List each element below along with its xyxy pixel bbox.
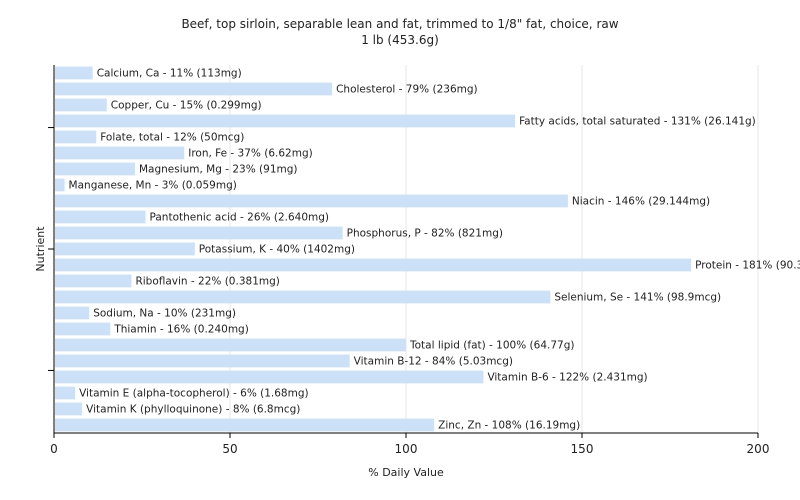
bar-label: Selenium, Se - 141% (98.9mcg) xyxy=(554,292,721,304)
bar xyxy=(55,162,135,176)
bar-label: Riboflavin - 22% (0.381mg) xyxy=(135,276,279,288)
bar xyxy=(55,418,435,432)
bar xyxy=(55,66,93,80)
bar-label: Vitamin B-12 - 84% (5.03mcg) xyxy=(354,356,513,368)
bar-label: Potassium, K - 40% (1402mg) xyxy=(199,244,355,256)
chart-subtitle: 1 lb (453.6g) xyxy=(361,33,439,47)
bar-label: Calcium, Ca - 11% (113mg) xyxy=(97,68,242,80)
bar xyxy=(55,386,76,400)
bar xyxy=(55,242,195,256)
x-tick-label: 50 xyxy=(222,442,237,456)
bar xyxy=(55,274,132,288)
x-tick-label: 150 xyxy=(571,442,594,456)
bar-label: Copper, Cu - 15% (0.299mg) xyxy=(111,100,262,112)
bar-label: Manganese, Mn - 3% (0.059mg) xyxy=(69,180,237,192)
bar xyxy=(55,290,551,304)
bar-label: Pantothenic acid - 26% (2.640mg) xyxy=(150,212,329,224)
bar-label: Protein - 181% (90.36g) xyxy=(695,260,800,272)
bar xyxy=(55,354,350,368)
bar xyxy=(55,98,107,112)
x-axis-label: % Daily Value xyxy=(368,466,444,479)
bar xyxy=(55,146,185,160)
bar-label: Vitamin B-6 - 122% (2.431mg) xyxy=(487,372,647,384)
bar-label: Fatty acids, total saturated - 131% (26.… xyxy=(519,116,756,128)
bar xyxy=(55,322,111,336)
bar xyxy=(55,226,343,240)
bar xyxy=(55,194,568,208)
chart-title: Beef, top sirloin, separable lean and fa… xyxy=(181,17,619,31)
bar-label: Cholesterol - 79% (236mg) xyxy=(336,84,478,96)
bar xyxy=(55,82,333,96)
bar-label: Iron, Fe - 37% (6.62mg) xyxy=(188,148,312,160)
bar xyxy=(55,258,692,272)
x-tick-label: 0 xyxy=(50,442,58,456)
bar xyxy=(55,114,516,128)
x-tick-label: 200 xyxy=(747,442,770,456)
bar-label: Thiamin - 16% (0.240mg) xyxy=(113,324,249,336)
bar-label: Vitamin E (alpha-tocopherol) - 6% (1.68m… xyxy=(79,388,309,400)
bar xyxy=(55,338,406,352)
bar xyxy=(55,402,83,416)
bar xyxy=(55,130,97,144)
bar-label: Phosphorus, P - 82% (821mg) xyxy=(347,228,503,240)
bar-label: Total lipid (fat) - 100% (64.77g) xyxy=(409,340,574,352)
bar-label: Folate, total - 12% (50mcg) xyxy=(100,132,244,144)
x-tick-label: 100 xyxy=(395,442,418,456)
bar-label: Zinc, Zn - 108% (16.19mg) xyxy=(438,420,580,432)
bar-label: Sodium, Na - 10% (231mg) xyxy=(93,308,236,320)
bar-label: Vitamin K (phylloquinone) - 8% (6.8mcg) xyxy=(86,404,300,416)
bar xyxy=(55,178,65,192)
bar xyxy=(55,306,90,320)
bar-label: Niacin - 146% (29.144mg) xyxy=(572,196,710,208)
bar xyxy=(55,210,146,224)
bar-label: Magnesium, Mg - 23% (91mg) xyxy=(139,164,298,176)
bar xyxy=(55,370,484,384)
y-axis-label: Nutrient xyxy=(34,226,47,272)
